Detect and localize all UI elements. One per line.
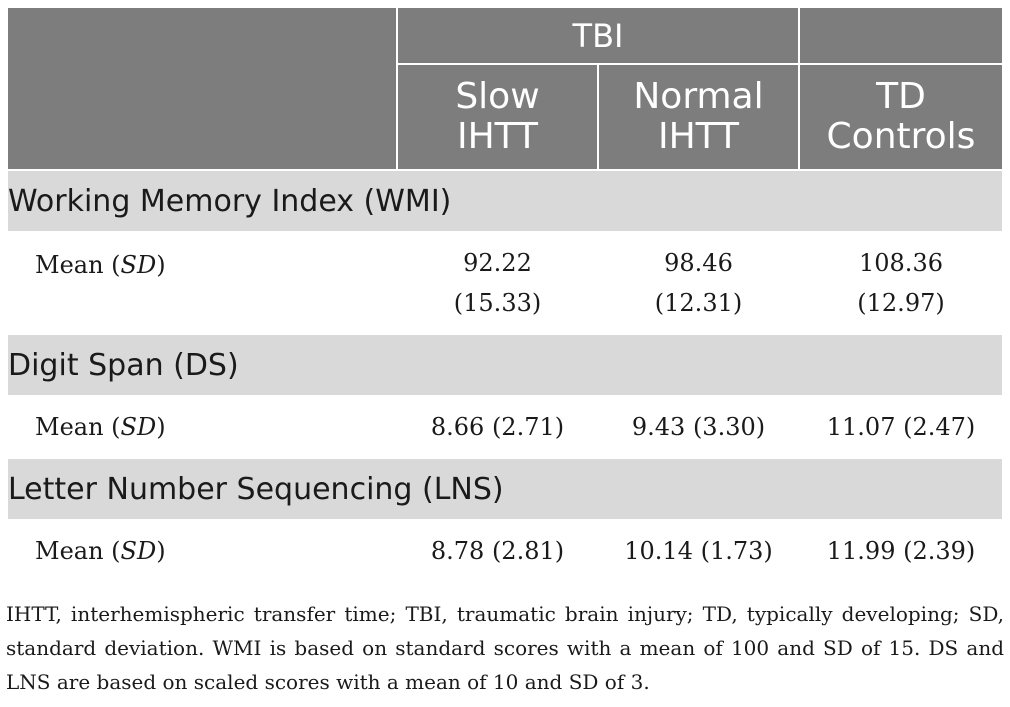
section-row-ds: Digit Span (DS) (6, 333, 1004, 397)
table-row: Mean (SD) 8.66 (2.71) 9.43 (3.30) 11.07 … (6, 395, 1004, 459)
cell-td-controls: 11.99 (2.39) (798, 519, 1004, 583)
header-column-row: Slow IHTT Normal IHTT TD Controls (7, 63, 1004, 171)
cell-td-controls: 108.36 (12.97) (798, 231, 1004, 335)
section-title: Working Memory Index (WMI) (6, 169, 1004, 233)
cell-normal-ihtt: 9.43 (3.30) (597, 395, 800, 459)
table-footnote: IHTT, interhemispheric transfer time; TB… (6, 602, 1004, 694)
table-row: Mean (SD) 92.22 (15.33) 98.46 (12.31) 10… (6, 231, 1004, 335)
section-title: Letter Number Sequencing (LNS) (6, 457, 1004, 521)
cell-slow-ihtt: 92.22 (15.33) (396, 231, 599, 335)
cell-slow-ihtt: 8.66 (2.71) (396, 395, 599, 459)
row-label: Mean (SD) (6, 519, 398, 583)
header-group-blank (798, 6, 1004, 65)
header-corner-cell (6, 6, 398, 171)
section-row-lns: Letter Number Sequencing (LNS) (6, 457, 1004, 521)
section-title: Digit Span (DS) (6, 333, 1004, 397)
row-label: Mean (SD) (6, 395, 398, 459)
header-group-tbi: TBI (396, 6, 800, 65)
cell-td-controls: 11.07 (2.47) (798, 395, 1004, 459)
results-table-container: TBI Slow IHTT Normal IHTT TD Controls Wo… (6, 6, 1004, 583)
table-row: Mean (SD) 8.78 (2.81) 10.14 (1.73) 11.99… (6, 519, 1004, 583)
cell-slow-ihtt: 8.78 (2.81) (396, 519, 599, 583)
results-table: TBI Slow IHTT Normal IHTT TD Controls Wo… (6, 6, 1004, 583)
cell-normal-ihtt: 98.46 (12.31) (597, 231, 800, 335)
header-normal-ihtt: Normal IHTT (597, 63, 800, 171)
header-td-controls: TD Controls (798, 63, 1004, 171)
header-slow-ihtt: Slow IHTT (396, 63, 599, 171)
section-row-wmi: Working Memory Index (WMI) (6, 169, 1004, 233)
cell-normal-ihtt: 10.14 (1.73) (597, 519, 800, 583)
row-label: Mean (SD) (6, 231, 398, 335)
header-group-row: TBI (6, 6, 1004, 171)
